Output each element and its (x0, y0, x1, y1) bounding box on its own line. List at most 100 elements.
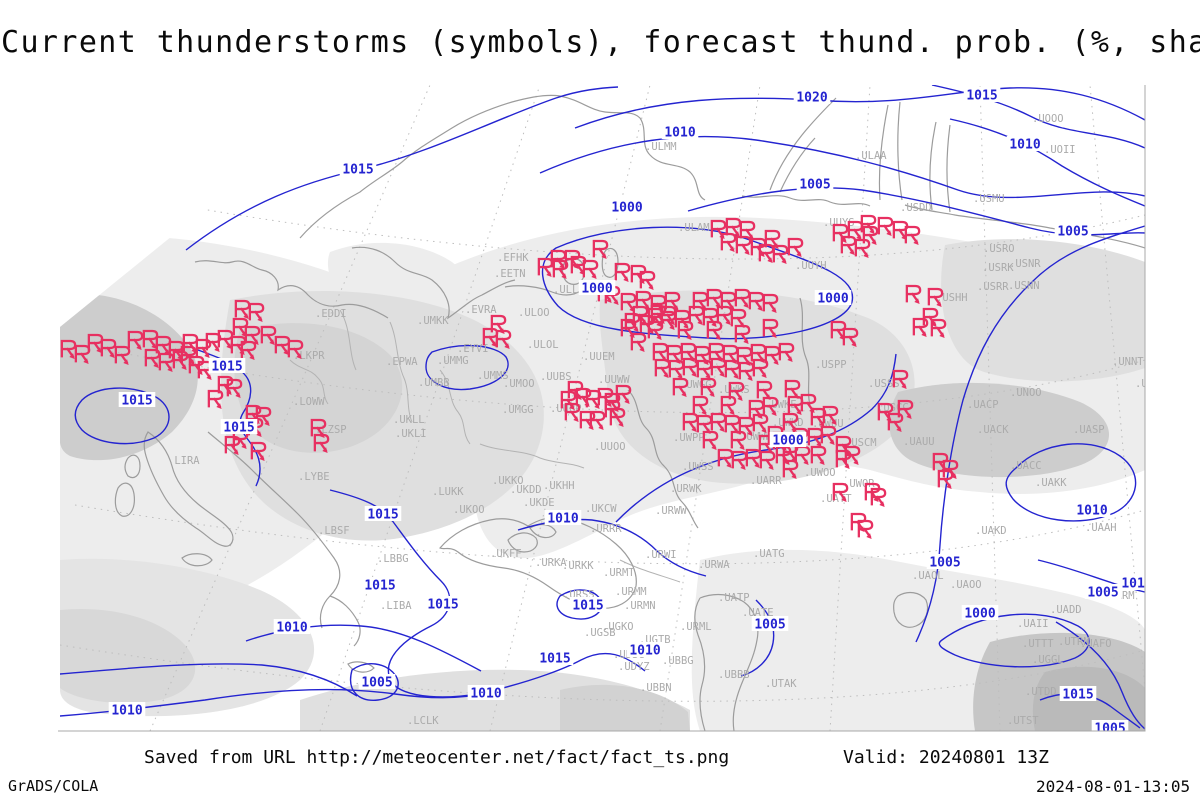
isobar-contour (949, 118, 1145, 207)
isobar-label-box (661, 124, 699, 139)
station-code-label: .UKDE (523, 497, 555, 509)
coastline (181, 553, 213, 567)
station-code-label: .USNR (1009, 258, 1041, 270)
isobar-label-box (1006, 136, 1044, 151)
station-code-label: .UUWW (598, 374, 630, 386)
graticule-line (149, 85, 431, 731)
station-code-label: .URMT (603, 567, 635, 579)
isobar-label-box (1059, 686, 1097, 701)
isobar-label: 1015 (572, 599, 603, 614)
station-code-label: .UADD (1050, 604, 1082, 616)
station-code-label: .UKHH (543, 480, 575, 492)
shading-layer (60, 216, 1145, 731)
station-code-label: .USPP (815, 359, 847, 371)
station-code-label: .URMM (615, 586, 647, 598)
isobar-label-box (358, 674, 396, 689)
isobar-label: 1010 (111, 704, 142, 719)
station-code-label: .UAOL (912, 570, 944, 582)
coastline (627, 389, 699, 529)
isobar-label-box (926, 554, 964, 569)
station-code-label: .LBSF (318, 525, 350, 537)
station-code-label: .UGGL (1032, 654, 1064, 666)
isobar-label: 1000 (964, 607, 995, 622)
station-code-label: .UTTT (1022, 638, 1054, 650)
station-code-label: .USRK (982, 262, 1014, 274)
isobar-label: 1010 (276, 621, 307, 636)
isobar-label: 1015 (211, 360, 242, 375)
shading-region (941, 239, 1145, 382)
isobar-label-box (361, 577, 399, 592)
station-code-label: .UWPP (673, 432, 705, 444)
station-code-label: .UACP (967, 399, 999, 411)
station-code-label: .EDDI (315, 308, 347, 320)
station-code-label: .USSS (868, 378, 900, 390)
isobar-label-box (118, 392, 156, 407)
isobar-label-box (963, 87, 1001, 102)
isobar-label: 1000 (772, 434, 803, 449)
isobar-label-box (273, 619, 311, 634)
station-code-label: .UWSS (682, 461, 714, 473)
coastline (143, 431, 234, 547)
station-code-label: .UKKO (492, 475, 524, 487)
station-code-label: .USMU (973, 193, 1005, 205)
station-code-label: .LYBE (298, 471, 330, 483)
isobar-label-box (793, 89, 831, 104)
station-code-label: .UGSB (584, 627, 616, 639)
valid-time-text: Valid: 20240801 13Z (843, 747, 1049, 768)
station-code-label: .UARR (750, 475, 782, 487)
station-code-label: .UNBB (1135, 378, 1167, 390)
station-code-label: .LKPR (293, 350, 325, 362)
isobar-label: 1010 (547, 512, 578, 527)
station-code-label: .EYVI (457, 343, 489, 355)
station-code-label: .URRR (590, 523, 622, 535)
station-layer: .ULMM.ULAA.ULAM.USDD.UUYS.UUYH.UOOO.UOII… (168, 113, 1167, 727)
isobar-label: 1010 (470, 687, 501, 702)
isobar-label-box (751, 616, 789, 631)
isobar-contour (425, 344, 509, 391)
isobar-contour (740, 599, 775, 677)
station-code-label: .URKK (562, 560, 594, 572)
isobar-label-box (1084, 584, 1122, 599)
station-code-label: .UMGG (502, 404, 534, 416)
station-code-label: .UAFO (1080, 638, 1112, 650)
isobar-label-box (1091, 720, 1129, 731)
station-code-label: .USDD (900, 202, 932, 214)
isobar-label: 1005 (799, 178, 830, 193)
station-code-label: .URKA (535, 557, 567, 569)
isobar-label: 1010 (1121, 577, 1152, 592)
isobar-contour (915, 225, 1145, 643)
isobar-label: 1005 (1087, 586, 1118, 601)
isobar-label: 1005 (1094, 722, 1125, 737)
isobar-label-box (814, 290, 852, 305)
station-code-label: .UUEM (583, 351, 615, 363)
isobar-label-box (220, 419, 258, 434)
thunderstorm-icon (857, 519, 874, 541)
country-border-line (389, 321, 413, 423)
isobar-label: 1010 (1009, 138, 1040, 153)
isobar-label: 1015 (1062, 688, 1093, 703)
station-code-label: .URML (680, 621, 712, 633)
isobar-contour (574, 87, 1145, 129)
isobar-label-box (364, 506, 402, 521)
country-border-line (619, 559, 681, 583)
country-border-line (289, 359, 329, 405)
isobar-label-box (961, 605, 999, 620)
station-code-label: .ULMM (645, 141, 677, 153)
isobar-label-box (424, 596, 462, 611)
isobar-label-box (769, 432, 807, 447)
station-code-label: .UUBS (540, 371, 572, 383)
isobar-contour (556, 589, 603, 620)
shading-region (60, 608, 196, 704)
station-code-label: .UAKK (1035, 477, 1067, 489)
station-code-label: .LBBG (377, 553, 409, 565)
coastline (439, 516, 637, 609)
station-code-label: .UASP (1073, 424, 1105, 436)
station-code-label: .UTRN (1058, 636, 1090, 648)
isobar-label-box (796, 176, 834, 191)
country-border-line (439, 369, 471, 445)
station-code-label: .ULOL (527, 339, 559, 351)
isobar-label: 1010 (629, 644, 660, 659)
station-code-label: .UTDD (1025, 686, 1057, 698)
station-code-label: .USNN (1008, 280, 1040, 292)
